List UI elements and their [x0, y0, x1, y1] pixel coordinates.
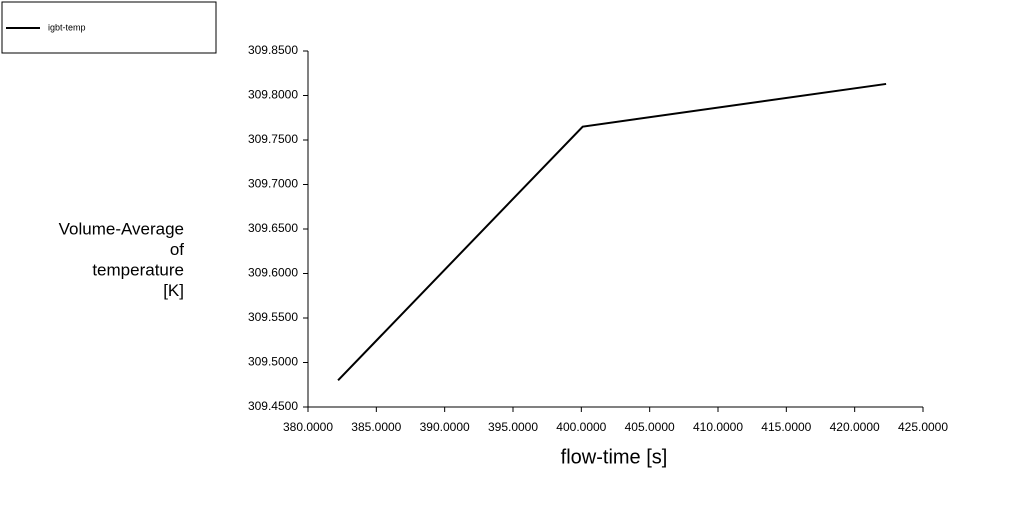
y-axis-label: Volume-Average [59, 219, 184, 238]
x-tick-label: 385.0000 [351, 420, 401, 434]
x-tick-label: 425.0000 [898, 420, 948, 434]
x-tick-label: 395.0000 [488, 420, 538, 434]
y-axis-label: of [170, 240, 184, 259]
x-tick-label: 410.0000 [693, 420, 743, 434]
y-axis-label: temperature [92, 260, 184, 279]
y-tick-label: 309.7500 [248, 132, 298, 146]
x-tick-label: 420.0000 [830, 420, 880, 434]
y-tick-label: 309.6500 [248, 221, 298, 235]
data-line [337, 82, 887, 381]
x-axis-label: flow-time [s] [561, 446, 668, 468]
y-tick-label: 309.7000 [248, 177, 298, 191]
legend-label: igbt-temp [48, 22, 86, 32]
x-tick-label: 380.0000 [283, 420, 333, 434]
y-tick-label: 309.4500 [248, 399, 298, 413]
x-tick-label: 415.0000 [761, 420, 811, 434]
x-tick-label: 405.0000 [625, 420, 675, 434]
y-tick-label: 309.5000 [248, 355, 298, 369]
y-tick-label: 309.6000 [248, 266, 298, 280]
y-tick-label: 309.8500 [248, 43, 298, 57]
y-axis-label: [K] [163, 281, 184, 300]
y-tick-label: 309.5500 [248, 310, 298, 324]
y-tick-label: 309.8000 [248, 88, 298, 102]
x-tick-label: 400.0000 [556, 420, 606, 434]
x-tick-label: 390.0000 [420, 420, 470, 434]
